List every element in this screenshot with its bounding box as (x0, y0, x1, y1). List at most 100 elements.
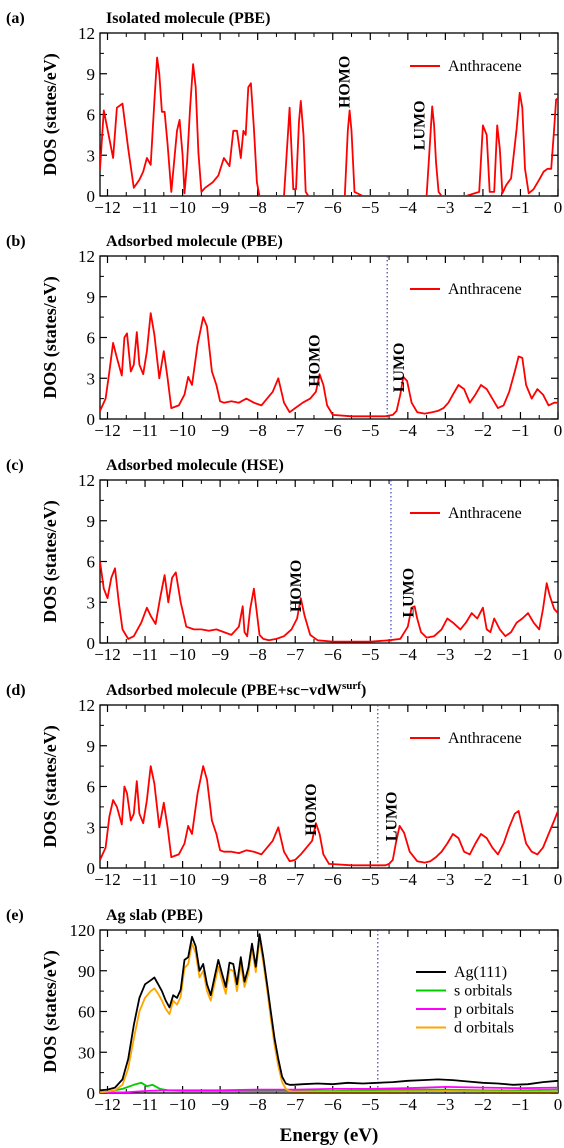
x-tick-label: −12 (94, 645, 121, 664)
y-tick-label: 3 (87, 146, 96, 165)
x-tick-label: −6 (324, 870, 342, 889)
x-tick-label: −6 (324, 421, 342, 440)
x-tick-label: −10 (169, 645, 196, 664)
y-tick-label: 12 (78, 471, 95, 490)
series-line-p-orbitals (100, 1086, 558, 1093)
x-tick-label: −8 (249, 1095, 267, 1114)
panel-title: Adsorbed molecule (PBE+sc−vdWsurf) (106, 680, 366, 699)
y-tick-label: 3 (87, 369, 96, 388)
legend-label: s orbitals (454, 983, 512, 1000)
x-tick-label: −3 (436, 421, 454, 440)
x-tick-label: −4 (399, 870, 418, 889)
x-tick-label: −4 (399, 645, 418, 664)
y-tick-label: 0 (87, 634, 96, 653)
series-line-anthracene (100, 312, 558, 418)
x-tick-label: −6 (324, 645, 342, 664)
x-tick-label: −12 (94, 421, 121, 440)
x-tick-label: −5 (361, 645, 379, 664)
x-tick-label: −2 (474, 870, 492, 889)
panel-title: Isolated molecule (PBE) (106, 10, 270, 27)
panel-e: (e) Ag slab (PBE)DOS (states/eV)−12 −11 −10… (6, 907, 562, 1146)
x-tick-label: −1 (511, 198, 529, 217)
panel-title: Ag slab (PBE) (106, 907, 203, 924)
x-tick-label: −8 (249, 645, 267, 664)
panel-title-superscript: surf (342, 680, 361, 692)
y-axis-label: DOS (states/eV) (40, 53, 61, 175)
x-tick-label: −11 (132, 645, 158, 664)
y-tick-label: 120 (70, 921, 96, 940)
x-axis-label: Energy (eV) (280, 1125, 379, 1146)
y-tick-label: 6 (87, 329, 96, 348)
panel-b: (b) Adsorbed molecule (PBE) DOS (states/eV… (6, 233, 562, 440)
panel-label: (a) (6, 10, 25, 27)
panel-title: Adsorbed molecule (HSE) (106, 457, 284, 474)
series-line-ag-111- (100, 933, 558, 1092)
x-tick-label: −10 (169, 421, 196, 440)
series-line-anthracene (100, 56, 558, 196)
annotation-homo: HOMO (337, 56, 354, 108)
x-tick-label: −11 (132, 198, 158, 217)
x-tick-label: −8 (249, 870, 267, 889)
annotation-lumo: LUMO (412, 100, 429, 150)
panel-label: (c) (6, 457, 24, 474)
x-tick-label: −9 (211, 870, 229, 889)
x-tick-label: −2 (474, 421, 492, 440)
x-tick-label: 0 (554, 870, 563, 889)
x-tick-label: −4 (399, 198, 418, 217)
y-tick-label: 12 (78, 247, 95, 266)
x-tick-label: −1 (511, 870, 529, 889)
x-tick-label: −3 (436, 1095, 454, 1114)
x-tick-label: 0 (554, 1095, 563, 1114)
x-tick-label: −1 (511, 1095, 529, 1114)
x-tick-label: −3 (436, 198, 454, 217)
y-tick-label: 9 (87, 65, 96, 84)
x-tick-label: −3 (436, 870, 454, 889)
x-tick-label: −2 (474, 1095, 492, 1114)
x-tick-label: 0 (554, 198, 563, 217)
x-tick-label: −7 (286, 198, 305, 217)
series-line-anthracene (100, 765, 558, 867)
legend-label: Anthracene (448, 281, 522, 298)
x-tick-label: −12 (94, 198, 121, 217)
x-tick-label: −11 (132, 1095, 158, 1114)
x-tick-label: −7 (286, 421, 305, 440)
x-tick-label: −10 (169, 198, 196, 217)
annotation-homo: HOMO (288, 560, 305, 612)
panel-label: (e) (6, 907, 24, 924)
y-tick-label: 9 (87, 288, 96, 307)
x-tick-label: −6 (324, 1095, 342, 1114)
x-tick-label: −5 (361, 1095, 379, 1114)
x-tick-label: −1 (511, 645, 529, 664)
y-tick-label: 30 (78, 1043, 95, 1062)
x-tick-label: −7 (286, 1095, 305, 1114)
x-tick-label: −12 (94, 870, 121, 889)
x-tick-label: −2 (474, 198, 492, 217)
x-tick-label: −10 (169, 1095, 196, 1114)
panel-d: (d) Adsorbed molecule (PBE+sc−vdWsurf) DOS… (6, 680, 562, 889)
y-tick-label: 6 (87, 778, 96, 797)
x-tick-label: −3 (436, 645, 454, 664)
legend-label: Ag(111) (454, 964, 507, 981)
x-tick-label: −9 (211, 1095, 229, 1114)
legend-label: Anthracene (448, 58, 522, 75)
x-tick-label: −4 (399, 1095, 418, 1114)
legend-label: d orbitals (454, 1020, 514, 1037)
x-tick-label: −9 (211, 421, 229, 440)
x-tick-label: −4 (399, 421, 418, 440)
y-tick-label: 0 (87, 1084, 96, 1103)
series-line-d-orbitals (100, 938, 558, 1093)
x-tick-label: −9 (211, 198, 229, 217)
series-line-anthracene (100, 561, 558, 643)
x-tick-label: −2 (474, 645, 492, 664)
y-tick-label: 9 (87, 737, 96, 756)
y-axis-label: DOS (states/eV) (40, 276, 61, 398)
x-tick-label: −1 (511, 421, 529, 440)
y-tick-label: 9 (87, 512, 96, 531)
x-tick-label: −10 (169, 870, 196, 889)
panel-c: (c) Adsorbed molecule (HSE) DOS (states/eV… (6, 457, 562, 664)
x-tick-label: −9 (211, 645, 229, 664)
x-tick-label: −5 (361, 421, 379, 440)
annotation-lumo: LUMO (400, 568, 417, 618)
y-axis-label: DOS (states/eV) (40, 500, 61, 622)
y-tick-label: 6 (87, 553, 96, 572)
